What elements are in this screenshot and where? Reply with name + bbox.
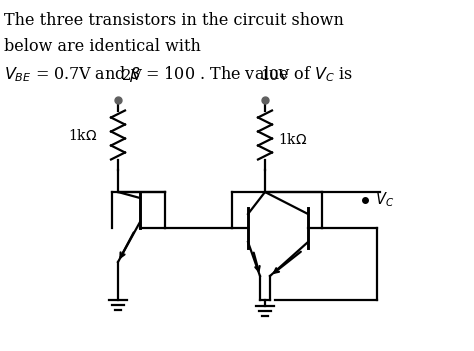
- Text: $V_C$: $V_C$: [375, 191, 394, 209]
- Text: 1k$\Omega$: 1k$\Omega$: [68, 127, 97, 143]
- Text: 10V: 10V: [260, 69, 289, 83]
- Text: $V_{BE}$ = 0.7V and $\beta$ = 100 . The value of $V_C$ is: $V_{BE}$ = 0.7V and $\beta$ = 100 . The …: [4, 64, 353, 84]
- Text: The three transistors in the circuit shown: The three transistors in the circuit sho…: [4, 12, 344, 29]
- Text: 1k$\Omega$: 1k$\Omega$: [278, 132, 307, 147]
- Text: 2V: 2V: [122, 69, 142, 83]
- Text: below are identical with: below are identical with: [4, 38, 201, 55]
